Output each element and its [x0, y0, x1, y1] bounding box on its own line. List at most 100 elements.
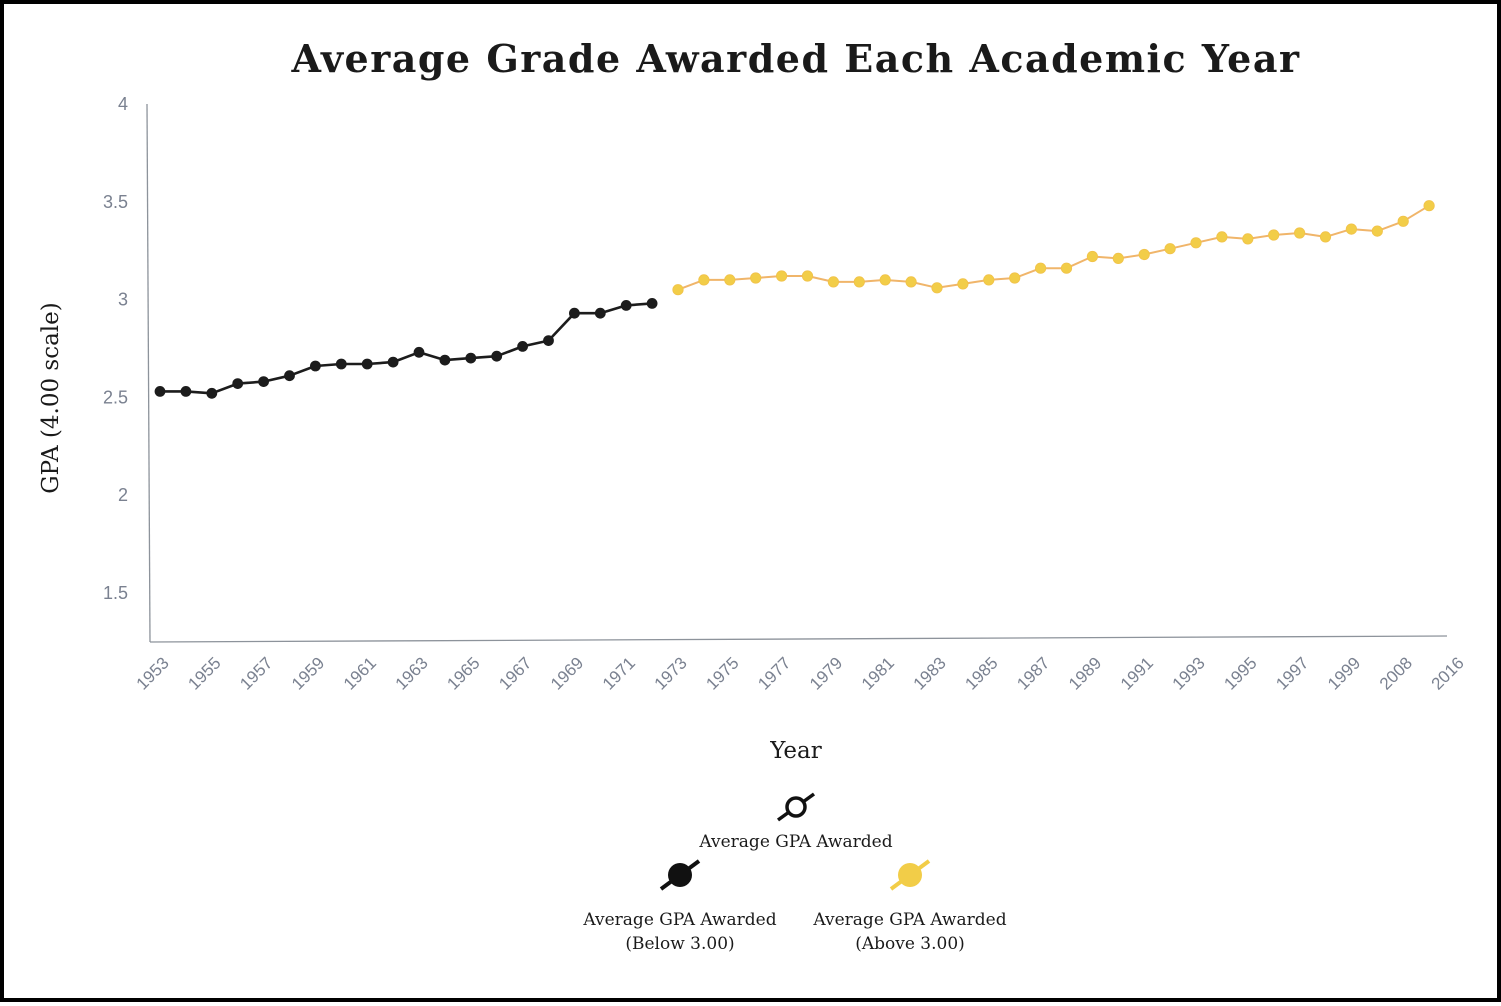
x-tick-label: 1999 [1324, 653, 1364, 693]
data-point [698, 274, 710, 286]
data-point [646, 297, 658, 309]
data-point [905, 276, 917, 288]
data-point [672, 284, 684, 296]
y-tick-label: 3 [118, 290, 128, 310]
data-point [1319, 231, 1332, 243]
x-axis-title: Year [769, 738, 822, 764]
data-point [1294, 227, 1306, 239]
x-tick-label: 1975 [702, 653, 742, 693]
x-tick-label: 1983 [910, 653, 950, 693]
y-tick-label: 1.5 [103, 583, 128, 603]
data-point [1060, 262, 1073, 274]
data-point [258, 376, 270, 388]
data-point [801, 270, 814, 282]
x-tick-label: 1963 [392, 653, 432, 693]
x-tick-label: 1979 [806, 653, 846, 693]
y-tick-label: 2 [118, 485, 128, 505]
data-point [543, 335, 554, 347]
data-point [569, 307, 580, 319]
data-point [413, 346, 425, 358]
legend-above-label-line1: Average GPA Awarded [812, 910, 1006, 930]
x-tick-label: 1993 [1169, 653, 1209, 693]
data-point [827, 276, 840, 288]
data-point [594, 307, 606, 319]
data-point [1397, 215, 1409, 227]
data-point [517, 340, 528, 352]
y-tick-label: 4 [118, 94, 128, 114]
legend-below-label-line2: (Below 3.00) [625, 934, 734, 954]
x-tick-label: 1981 [858, 653, 898, 693]
data-point [724, 274, 736, 286]
data-point [180, 385, 192, 397]
x-tick-label: 1967 [495, 653, 535, 693]
x-axis-line [149, 635, 1448, 643]
y-tick-label: 3.5 [103, 192, 128, 212]
legend: Average GPA Awarded Average GPA Awarded … [582, 792, 1007, 954]
chart-title: Average Grade Awarded Each Academic Year [291, 36, 1301, 81]
data-point [1086, 250, 1099, 263]
x-tick-label: 1959 [288, 653, 328, 693]
data-point [387, 356, 399, 368]
x-tick-label: 1973 [651, 653, 691, 693]
data-point [361, 358, 373, 370]
x-tick-label: 2016 [1428, 653, 1468, 693]
data-point [465, 352, 477, 364]
data-point [1138, 248, 1150, 261]
data-point [775, 270, 788, 282]
x-tick-label: 1995 [1220, 653, 1260, 693]
series-line-above-3 [677, 204, 1430, 291]
data-point [983, 274, 995, 286]
data-point [879, 274, 891, 286]
legend-main-label: Average GPA Awarded [698, 832, 892, 852]
legend-main-icon [776, 792, 816, 822]
x-axis-ticks: 1953 1955 1957 1959 1961 1963 1965 1967 1969 1971… [133, 653, 1468, 693]
data-point [957, 278, 969, 290]
data-point [1035, 262, 1047, 274]
x-tick-label: 1961 [340, 653, 380, 693]
y-axis-ticks: 4 3.5 3 2.5 2 1.5 [103, 94, 128, 603]
series-layer [154, 200, 1435, 399]
legend-above-label-line2: (Above 3.00) [855, 934, 965, 954]
data-point [206, 387, 218, 399]
data-point [284, 370, 295, 382]
data-point [1345, 223, 1358, 235]
x-tick-label: 1965 [443, 653, 483, 693]
x-tick-label: 1957 [236, 653, 276, 693]
data-point [154, 385, 166, 397]
x-tick-label: 1971 [599, 653, 639, 693]
legend-below-label-line1: Average GPA Awarded [582, 910, 776, 930]
legend-above-icon [889, 859, 931, 891]
data-point [853, 276, 865, 288]
y-axis-title: GPA (4.00 scale) [38, 302, 64, 494]
data-point [1112, 252, 1124, 264]
y-tick-label: 2.5 [103, 387, 128, 407]
data-point [232, 378, 244, 390]
x-tick-label: 1987 [1013, 653, 1053, 693]
data-point [931, 282, 943, 294]
data-point [1009, 272, 1021, 284]
axes [146, 103, 1448, 643]
data-point [1216, 231, 1228, 243]
data-point [1190, 237, 1202, 249]
x-tick-label: 1953 [133, 653, 173, 693]
x-tick-label: 1985 [961, 653, 1001, 693]
x-tick-label: 1955 [184, 653, 224, 693]
data-point [1423, 200, 1435, 212]
data-point [1164, 243, 1176, 255]
data-point [750, 272, 762, 284]
data-point [439, 354, 451, 366]
data-point [491, 350, 503, 362]
data-point [1242, 233, 1254, 245]
legend-below-icon [659, 859, 701, 891]
x-tick-label: 1991 [1117, 653, 1157, 693]
line-chart: Average Grade Awarded Each Academic Year… [38, 36, 1468, 954]
data-point [620, 299, 632, 311]
data-point [1268, 229, 1280, 241]
data-point [309, 360, 321, 372]
data-point [1371, 225, 1383, 237]
x-tick-label: 1997 [1272, 653, 1312, 693]
data-point [335, 358, 347, 370]
x-tick-label: 1969 [547, 653, 587, 693]
x-tick-label: 1989 [1065, 653, 1105, 693]
